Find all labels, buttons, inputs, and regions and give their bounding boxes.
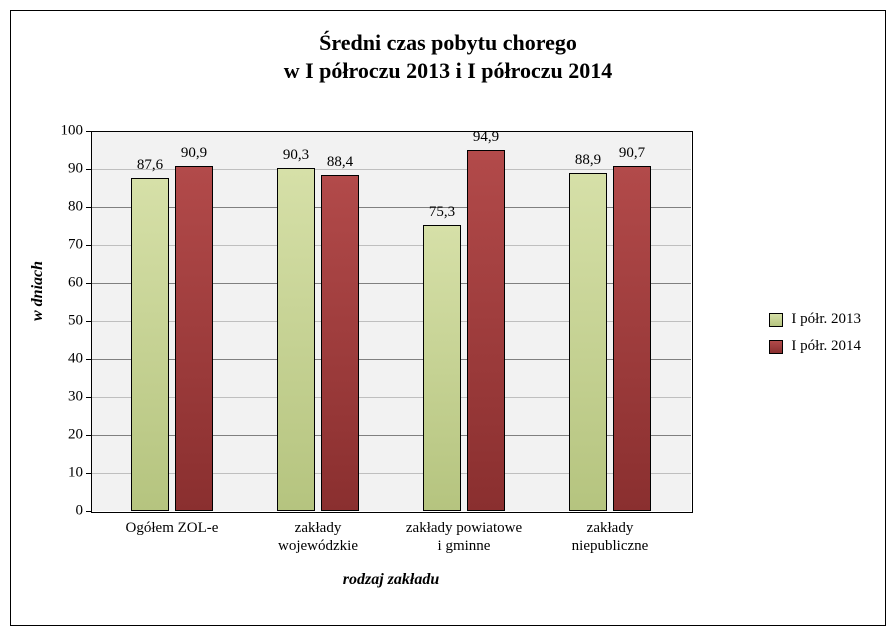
x-cat-line2: niepubliczne [572, 538, 649, 554]
y-tick-label: 40 [43, 351, 83, 368]
x-cat-line1: zakłady [587, 520, 634, 536]
legend-swatch [769, 313, 783, 327]
x-category-label: zakłady wojewódzkie [243, 519, 393, 555]
legend-swatch [769, 340, 783, 354]
x-cat-line1: zakłady [295, 520, 342, 536]
plot-border [91, 131, 693, 513]
plot-area: 87,690,990,388,475,394,988,990,7 [91, 131, 691, 511]
x-category-label: Ogółem ZOL-e [97, 519, 247, 537]
chart-title: Średni czas pobytu chorego w I półroczu … [11, 29, 885, 84]
x-category-label: zakłady niepubliczne [535, 519, 685, 555]
x-category-label: zakłady powiatowe i gminne [389, 519, 539, 555]
y-tick-label: 100 [43, 123, 83, 140]
chart-title-line2: w I półroczu 2013 i I półroczu 2014 [284, 58, 613, 83]
x-axis-title: rodzaj zakładu [91, 571, 691, 589]
y-tick-label: 10 [43, 465, 83, 482]
legend-label: I półr. 2014 [791, 338, 861, 355]
y-tick-label: 90 [43, 161, 83, 178]
legend-label: I półr. 2013 [791, 311, 861, 328]
legend: I półr. 2013 I półr. 2014 [769, 311, 861, 365]
y-tick-label: 20 [43, 427, 83, 444]
y-tick-label: 50 [43, 313, 83, 330]
x-cat-line1: zakłady powiatowe [406, 520, 522, 536]
y-tick-label: 60 [43, 275, 83, 292]
x-cat-line2: wojewódzkie [278, 538, 358, 554]
y-tick-label: 0 [43, 503, 83, 520]
chart-frame: Średni czas pobytu chorego w I półroczu … [10, 10, 886, 626]
y-tick-label: 80 [43, 199, 83, 216]
legend-item: I półr. 2014 [769, 338, 861, 355]
x-cat-line2: i gminne [438, 538, 491, 554]
y-tick-label: 30 [43, 389, 83, 406]
chart-title-line1: Średni czas pobytu chorego [319, 30, 577, 55]
legend-item: I półr. 2013 [769, 311, 861, 328]
x-cat-line1: Ogółem ZOL-e [126, 520, 219, 536]
y-tick-label: 70 [43, 237, 83, 254]
